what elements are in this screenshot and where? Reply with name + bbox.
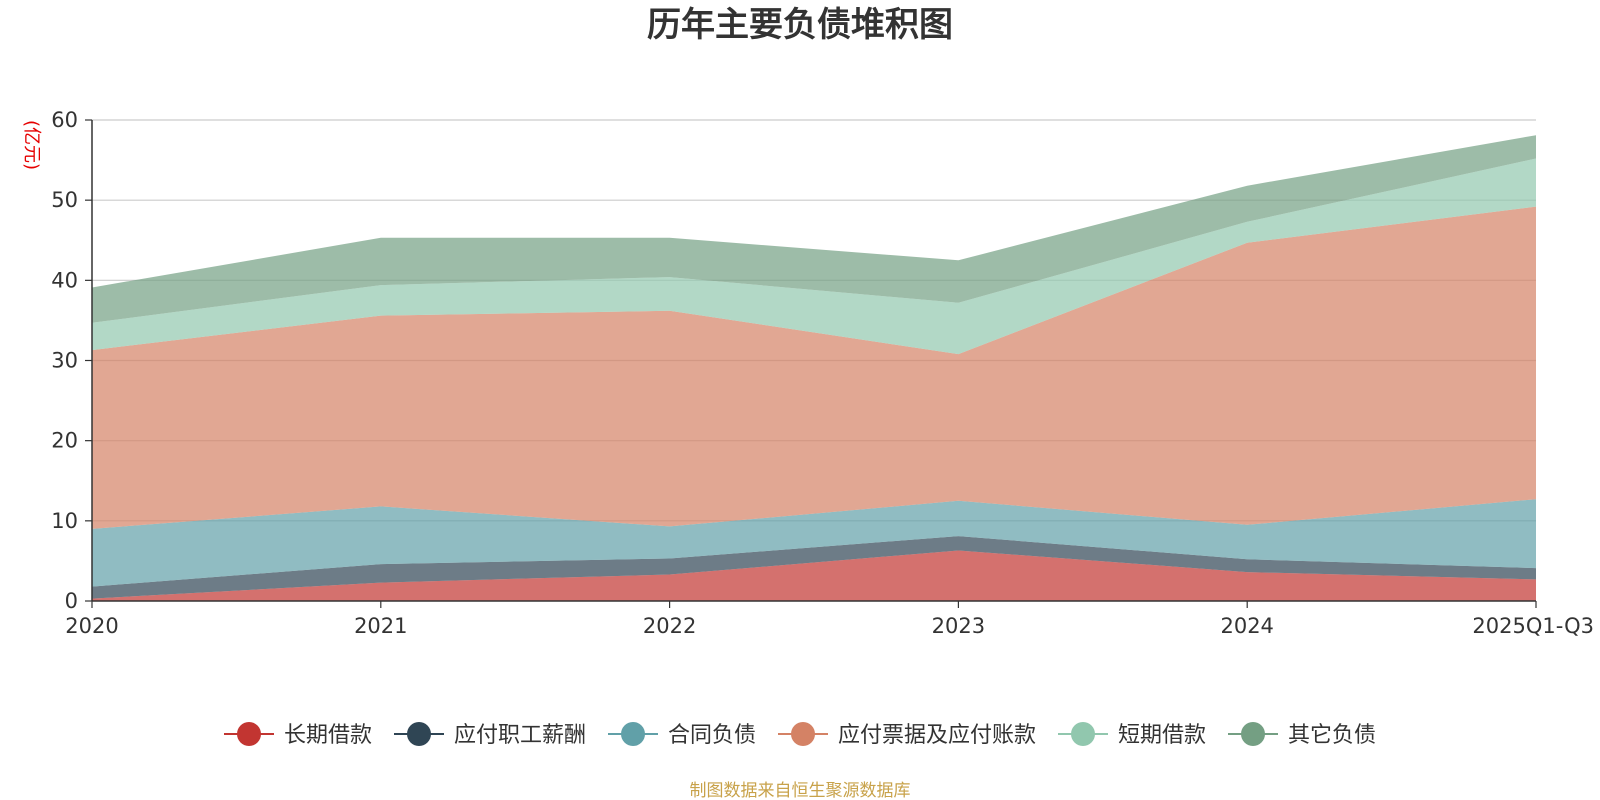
- legend-label: 长期借款: [284, 723, 372, 748]
- legend-label: 应付票据及应付账款: [838, 723, 1036, 748]
- x-tick-label: 2021: [354, 614, 407, 638]
- area-series-3: [92, 499, 1536, 587]
- legend-circle-icon: [1241, 722, 1265, 746]
- legend-item[interactable]: 长期借款: [224, 722, 372, 748]
- legend-item[interactable]: 应付职工薪酬: [394, 722, 586, 748]
- legend-circle-icon: [407, 722, 431, 746]
- y-tick-label: 0: [65, 589, 78, 613]
- area-series-6: [92, 135, 1536, 323]
- area-series-4: [92, 206, 1536, 529]
- x-tick-label: 2023: [932, 614, 985, 638]
- legend-label: 合同负债: [668, 723, 756, 748]
- legend-label: 短期借款: [1118, 723, 1206, 748]
- legend-item[interactable]: 合同负债: [608, 722, 756, 748]
- legend-item[interactable]: 应付票据及应付账款: [778, 722, 1036, 748]
- legend: 长期借款 应付职工薪酬 合同负债 应付票据及应付账款 短期借款 其它负债: [224, 722, 1376, 748]
- legend-label: 其它负债: [1288, 723, 1376, 748]
- x-tick-label: 2022: [643, 614, 696, 638]
- x-tick-label: 2024: [1220, 614, 1273, 638]
- area-series-2: [92, 536, 1536, 599]
- y-tick-label: 30: [51, 349, 78, 373]
- data-source-note: 制图数据来自恒生聚源数据库: [690, 781, 911, 800]
- y-tick-label: 20: [51, 429, 78, 453]
- y-tick-label: 40: [51, 268, 78, 292]
- legend-item[interactable]: 短期借款: [1058, 722, 1206, 748]
- legend-circle-icon: [237, 722, 261, 746]
- x-tick-label: 2025Q1-Q3: [1472, 614, 1594, 638]
- chart-title: 历年主要负债堆积图: [647, 5, 953, 45]
- area-series-1: [92, 550, 1536, 601]
- legend-circle-icon: [621, 722, 645, 746]
- x-tick-label: 2020: [65, 614, 118, 638]
- y-axis-unit-label: (亿元): [21, 120, 42, 170]
- legend-label: 应付职工薪酬: [454, 723, 586, 748]
- area-series-5: [92, 158, 1536, 355]
- y-tick-label: 50: [51, 188, 78, 212]
- y-tick-label: 10: [51, 509, 78, 533]
- legend-circle-icon: [1071, 722, 1095, 746]
- legend-circle-icon: [791, 722, 815, 746]
- y-tick-label: 60: [51, 108, 78, 132]
- legend-item[interactable]: 其它负债: [1228, 722, 1376, 748]
- area-series: [92, 135, 1536, 601]
- axes: 0 10 20 30 40 50 60 2020 2021 2022 2023 2024 2025Q1-…: [51, 108, 1594, 638]
